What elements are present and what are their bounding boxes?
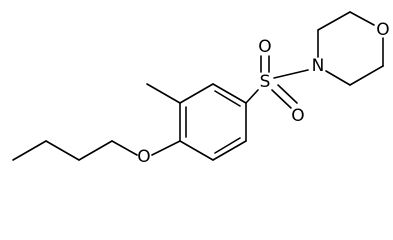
page: O S O O N O (() => { const data = JSON.p… <box>12 11 390 167</box>
atom-labels: O S O O N O <box>137 20 389 167</box>
atom-label: N <box>312 56 325 76</box>
atom-label: O <box>376 20 389 40</box>
atom-label: O <box>137 147 150 167</box>
molecule: O S O O N O <box>12 11 390 167</box>
bonds <box>12 11 384 161</box>
atom-label: S <box>260 72 271 92</box>
atom-label: O <box>291 106 304 126</box>
atom-label: O <box>258 37 271 57</box>
